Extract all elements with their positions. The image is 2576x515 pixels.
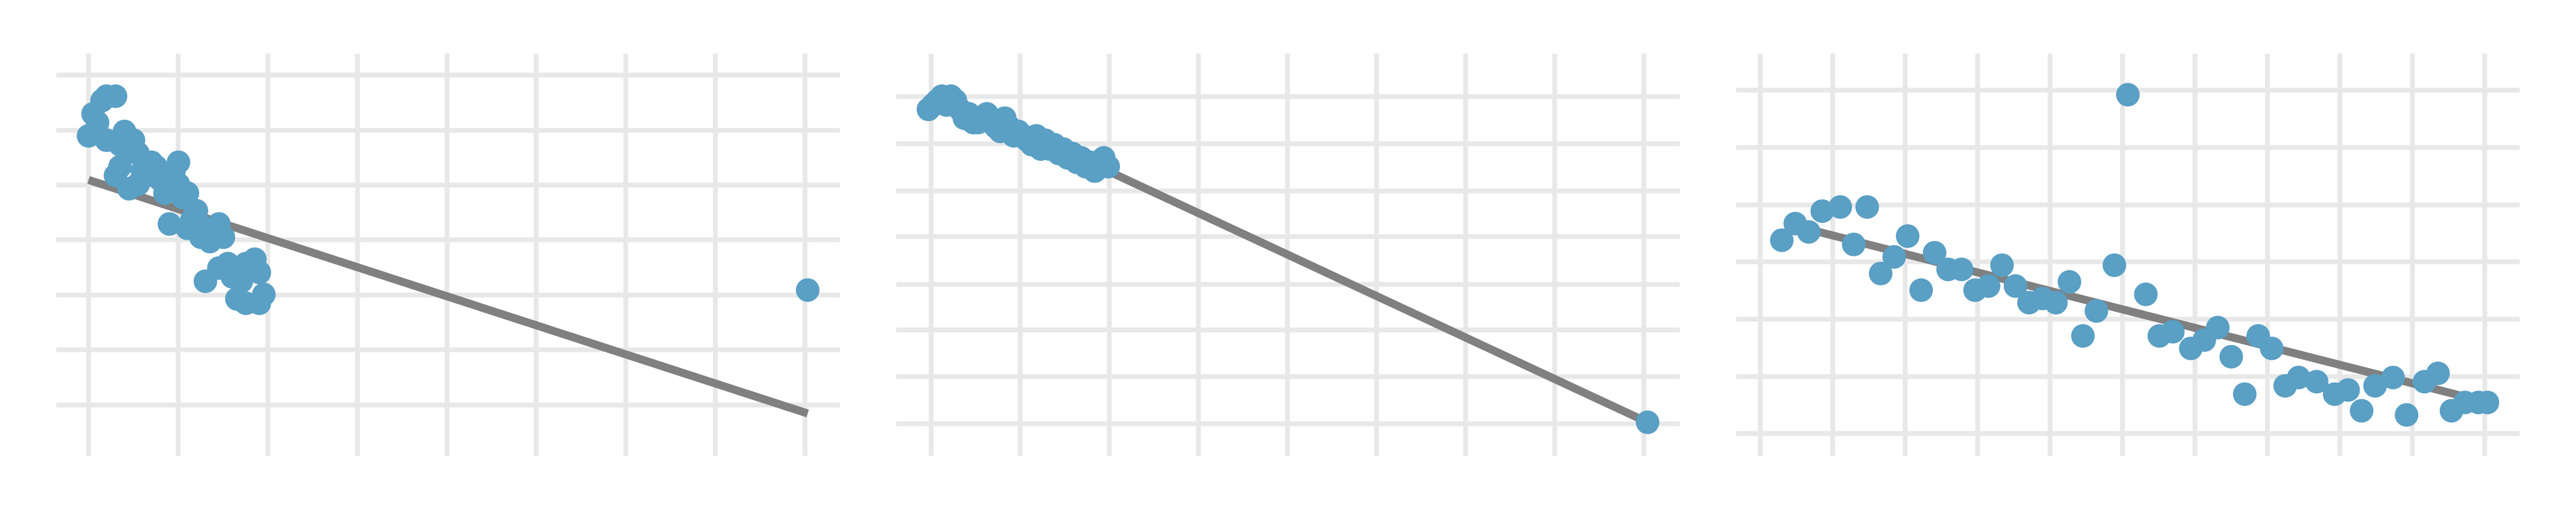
data-points: [77, 84, 819, 315]
data-point: [2084, 299, 2109, 323]
data-point: [2003, 274, 2028, 298]
data-points: [1770, 83, 2499, 427]
regression-line: [1106, 167, 1650, 426]
data-point: [2287, 365, 2311, 389]
scatter-panel-left: [56, 54, 840, 456]
data-point: [1797, 220, 1821, 244]
data-point: [2363, 374, 2387, 398]
data-point: [104, 84, 128, 108]
data-point: [157, 212, 181, 236]
data-point: [2260, 336, 2284, 360]
data-point: [2381, 365, 2405, 389]
data-point: [2206, 315, 2230, 340]
data-point: [1990, 253, 2014, 277]
data-point: [1869, 261, 1893, 285]
data-point: [2336, 378, 2360, 402]
data-point: [1950, 258, 1974, 282]
data-point: [2219, 344, 2243, 369]
data-point: [1842, 232, 1866, 256]
data-point: [1828, 195, 1852, 219]
data-point: [2395, 403, 2419, 427]
data-point: [1977, 274, 2001, 298]
data-point: [108, 154, 132, 179]
data-point: [1636, 410, 1659, 435]
scatter-panel-middle: [896, 54, 1680, 456]
grid-lines: [56, 54, 840, 456]
data-point: [2102, 253, 2126, 277]
data-point: [2161, 320, 2185, 344]
data-point: [796, 278, 819, 302]
scatter-panel-right: [1736, 54, 2520, 456]
data-point: [2233, 382, 2257, 406]
data-point: [1896, 224, 1920, 248]
data-point: [2304, 370, 2329, 394]
data-point: [252, 282, 276, 306]
data-point: [2350, 399, 2374, 423]
data-point: [1882, 245, 1906, 269]
data-point: [2134, 282, 2158, 306]
data-point: [1855, 195, 1879, 219]
data-point: [166, 150, 191, 174]
data-point: [2058, 270, 2082, 294]
data-point: [1096, 154, 1120, 179]
data-point: [2116, 83, 2140, 107]
data-point: [1770, 228, 1794, 252]
data-point: [2476, 391, 2499, 415]
data-point: [2426, 361, 2450, 385]
data-point: [1810, 199, 1834, 223]
data-point: [247, 260, 272, 284]
data-point: [211, 225, 236, 249]
data-point: [2044, 291, 2068, 315]
data-point: [185, 198, 208, 223]
data-point: [85, 111, 109, 135]
data-point: [175, 181, 200, 205]
data-point: [2071, 324, 2095, 348]
data-point: [1909, 278, 1933, 302]
data-points: [917, 84, 1659, 435]
data-point: [1922, 241, 1946, 265]
